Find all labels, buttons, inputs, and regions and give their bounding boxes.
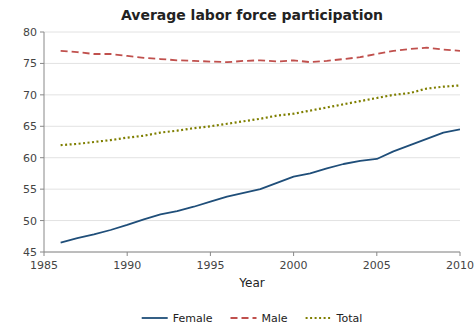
x-tick bbox=[376, 252, 377, 256]
y-tick-label: 75 bbox=[23, 57, 37, 70]
legend-label: Female bbox=[173, 312, 213, 325]
x-tick-label: 2010 bbox=[446, 259, 474, 272]
y-tick-label: 80 bbox=[23, 26, 37, 39]
y-tick-label: 45 bbox=[23, 246, 37, 259]
x-tick-label: 1990 bbox=[113, 259, 141, 272]
x-tick bbox=[460, 252, 461, 256]
x-tick-label: 2005 bbox=[363, 259, 391, 272]
y-tick bbox=[40, 189, 44, 190]
page: {"chart_data": { "type": "line", "title"… bbox=[0, 0, 474, 336]
y-tick bbox=[40, 252, 44, 253]
y-tick-label: 60 bbox=[23, 152, 37, 165]
grid-line bbox=[44, 94, 460, 95]
x-tick-label: 1985 bbox=[30, 259, 58, 272]
series-line bbox=[61, 129, 460, 242]
y-tick-label: 65 bbox=[23, 120, 37, 133]
chart: Average labor force participation 45 50 55 6… bbox=[0, 0, 474, 336]
legend-item: Male bbox=[231, 312, 288, 325]
y-tick-label: 55 bbox=[23, 183, 37, 196]
grid-line bbox=[44, 63, 460, 64]
legend: Female Male Total bbox=[142, 312, 363, 325]
title: Average labor force participation bbox=[121, 7, 383, 23]
grid-line bbox=[44, 189, 460, 190]
y-tick bbox=[40, 32, 44, 33]
x-tick bbox=[44, 252, 45, 256]
x-tick-label: 2000 bbox=[280, 259, 308, 272]
legend-label: Male bbox=[262, 312, 288, 325]
legend-label: Total bbox=[336, 312, 363, 325]
grid-line bbox=[44, 32, 460, 33]
y-tick-label: 70 bbox=[23, 89, 37, 102]
legend-swatch bbox=[142, 317, 168, 319]
series-lines bbox=[61, 48, 460, 243]
y-tick bbox=[40, 94, 44, 95]
series-line bbox=[61, 48, 460, 62]
grid-line bbox=[44, 220, 460, 221]
series-line bbox=[61, 85, 460, 145]
y-tick-label: 50 bbox=[23, 215, 37, 228]
x-tick bbox=[127, 252, 128, 256]
x-tick bbox=[293, 252, 294, 256]
x-axis bbox=[44, 252, 460, 253]
grid bbox=[44, 32, 460, 252]
x-tick bbox=[210, 252, 211, 256]
grid-line bbox=[44, 126, 460, 127]
x-axis-label: Year bbox=[238, 276, 264, 290]
grid-line bbox=[44, 252, 460, 253]
legend-item: Female bbox=[142, 312, 213, 325]
y-axis bbox=[44, 32, 45, 252]
y-tick bbox=[40, 220, 44, 221]
y-tick bbox=[40, 126, 44, 127]
legend-item: Total bbox=[306, 312, 363, 325]
legend-swatch bbox=[306, 317, 332, 319]
grid-line bbox=[44, 157, 460, 158]
y-tick bbox=[40, 157, 44, 158]
y-tick bbox=[40, 63, 44, 64]
legend-swatch bbox=[231, 317, 257, 319]
x-tick-label: 1995 bbox=[196, 259, 224, 272]
